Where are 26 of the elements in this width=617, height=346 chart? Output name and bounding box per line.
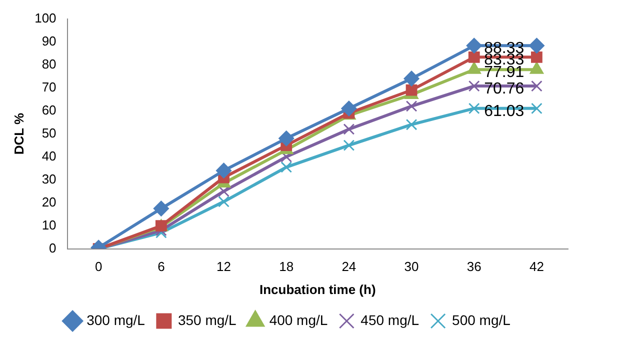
legend-label: 350 mg/L (178, 312, 237, 328)
y-tick-label: 70 (42, 79, 56, 94)
x-axis-title: Incubation time (h) (260, 282, 376, 297)
x-tick-label: 30 (404, 259, 419, 274)
y-tick-label: 60 (42, 102, 56, 118)
legend-label: 400 mg/L (269, 312, 328, 328)
x-tick-label: 0 (94, 259, 102, 274)
legend-label: 500 mg/L (452, 312, 511, 328)
y-tick-label: 10 (42, 217, 56, 232)
legend-label: 450 mg/L (360, 312, 420, 328)
y-tick-label: 30 (42, 171, 56, 186)
y-tick-label: 100 (34, 10, 56, 26)
y-axis-title: DCL % (11, 112, 26, 155)
x-tick-label: 36 (466, 259, 482, 274)
y-tick-label: 50 (42, 125, 56, 140)
legend-label: 300 mg/L (86, 312, 146, 328)
y-tick-label: 40 (42, 148, 56, 164)
x-tick-label: 24 (342, 259, 356, 274)
x-tick-label: 42 (529, 259, 544, 274)
x-tick-label: 18 (279, 259, 294, 274)
y-tick-label: 20 (42, 194, 56, 210)
x-tick-label: 12 (216, 259, 231, 274)
x-tick-label: 6 (158, 259, 165, 274)
y-tick-label: 90 (42, 33, 56, 48)
y-tick-label: 0 (49, 240, 56, 256)
y-tick-label: 80 (42, 56, 56, 72)
